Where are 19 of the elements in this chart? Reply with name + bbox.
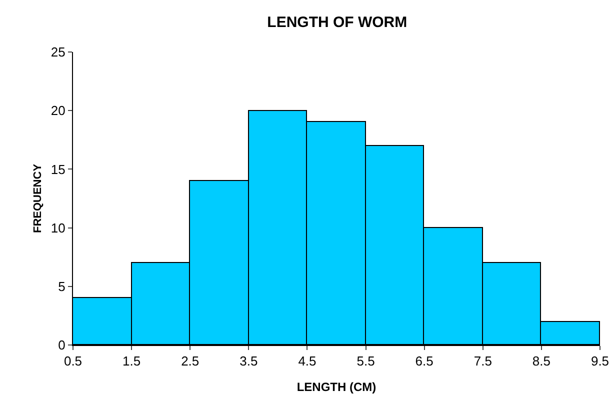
y-tick-label: 15 [50, 162, 66, 177]
y-tick-label: 5 [58, 278, 66, 294]
x-tick-label: 5.5 [356, 354, 375, 369]
x-tick-label: 3.5 [240, 354, 258, 369]
y-tick-label: 25 [50, 44, 66, 60]
x-tick-label: 0.5 [64, 354, 82, 369]
y-tick-label: 0 [58, 338, 66, 353]
x-tick-label: 8.5 [532, 354, 550, 369]
x-axis-title: LENGTH (CM) [296, 380, 376, 394]
x-tick-label: 7.5 [474, 354, 492, 369]
x-tick-label: 1.5 [122, 354, 141, 369]
chart-title: LENGTH OF WORM [267, 14, 408, 31]
x-tick-label: 4.5 [298, 354, 316, 369]
x-tick-label: 2.5 [181, 354, 200, 369]
y-axis-title: FREQUENCY [32, 163, 44, 234]
y-tick-label: 20 [50, 103, 66, 118]
y-tick-label: 10 [50, 220, 66, 236]
x-tick-label: 6.5 [415, 354, 434, 369]
x-tick-label: 9.5 [590, 354, 610, 369]
